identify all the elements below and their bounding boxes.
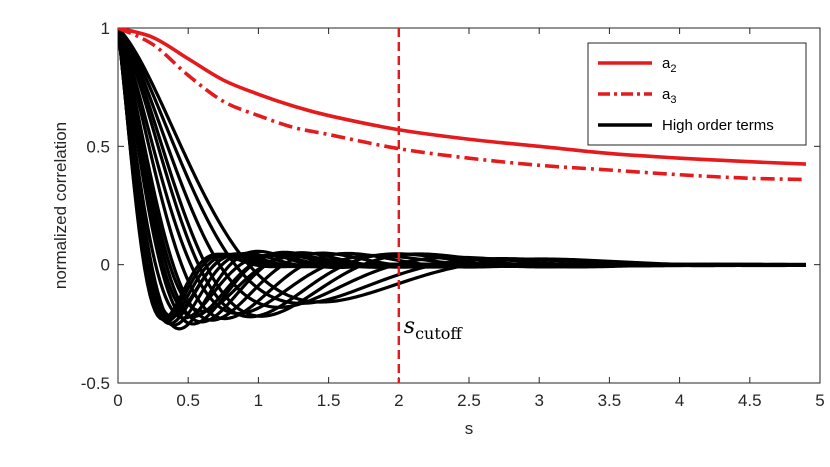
x-tick-label: 3.5 xyxy=(598,391,622,410)
series-layer xyxy=(118,28,807,331)
x-tick-label: 3 xyxy=(534,391,543,410)
legend: a2 a3 High order terms xyxy=(587,42,807,146)
x-tick-label: 4 xyxy=(675,391,684,410)
x-tick-label: 1.5 xyxy=(317,391,341,410)
legend-label: High order terms xyxy=(662,117,774,134)
cutoff-annotation-sub: cutoff xyxy=(415,324,463,343)
x-tick-label: 2.5 xyxy=(457,391,481,410)
x-tick-label: 5 xyxy=(815,391,824,410)
series-line-a2 xyxy=(118,28,807,166)
y-tick-label: 0.5 xyxy=(86,137,110,156)
y-tick-label: -0.5 xyxy=(81,374,110,393)
legend-label: a3 xyxy=(662,86,676,106)
x-tick-label: 2 xyxy=(394,391,403,410)
x-tick-label: 0.5 xyxy=(176,391,200,410)
high-order-term-line xyxy=(118,28,806,313)
y-tick-label: 1 xyxy=(101,19,110,38)
y-tick-label: 0 xyxy=(101,256,110,275)
legend-label: a2 xyxy=(662,55,676,75)
series-line-a3 xyxy=(118,28,806,182)
cutoff-annotation-base: s xyxy=(404,314,415,339)
x-tick-label: 1 xyxy=(254,391,263,410)
cutoff-annotation: scutoff xyxy=(404,314,464,343)
x-tick-label: 4.5 xyxy=(738,391,762,410)
y-axis-label: normalized correlation xyxy=(51,122,70,289)
plot-axes: 0 0.5 1 1.5 2 2.5 3 3.5 4 4.5 5-0.500.51 xyxy=(81,19,825,410)
x-tick-label: 0 xyxy=(113,391,122,410)
x-axis-label: s xyxy=(465,419,474,438)
